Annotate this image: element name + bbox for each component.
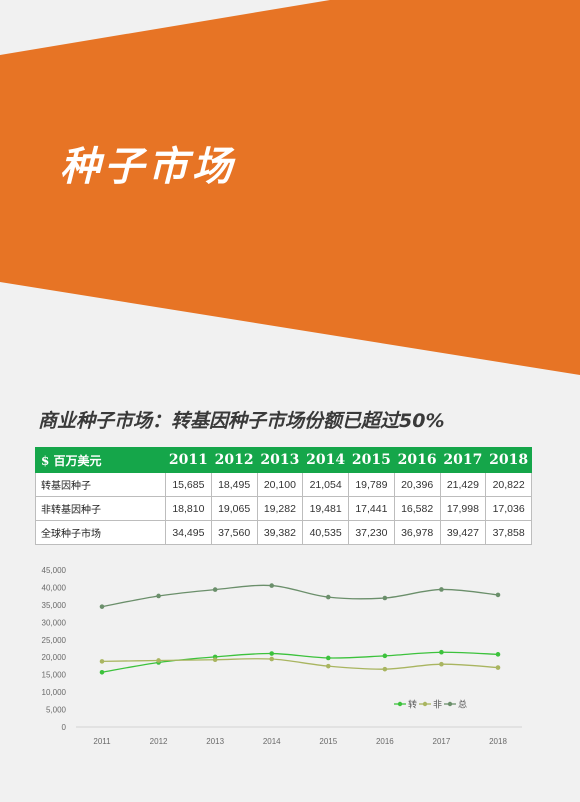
y-tick-label: 20,000 [42,653,67,662]
legend-label: 转 [408,699,417,711]
y-tick-label: 45,000 [42,566,67,575]
data-point [325,663,331,669]
section-heading: 商业种子市场：转基因种子市场份额已超过50% [38,410,445,432]
data-point [212,587,218,592]
page-title: 种子市场 [60,144,236,190]
table-header-cell: 2017 [439,447,487,473]
data-point [212,657,218,663]
data-point [495,665,501,670]
table-cell: 19,282 [256,496,304,521]
table-cell: 15,685 [165,472,212,497]
data-point [382,653,388,659]
y-tick-label: 25,000 [42,636,67,645]
data-point [439,587,444,592]
table-cell: 21,429 [439,472,487,497]
table-cell: 19,789 [348,472,395,497]
table-cell: 20,100 [256,472,304,497]
series-line [101,651,499,673]
table-row: 全球种子市场 34,495 37,560 39,382 40,535 37,23… [35,520,532,545]
table-header-row: $ 百万美元 2011 2012 2013 2014 2015 2016 201… [35,447,532,473]
data-point [269,656,275,662]
legend-swatch-marker [397,701,403,707]
x-tick-label: 2017 [433,737,451,746]
table-header-cell: 2011 [165,447,212,473]
data-point [495,652,501,657]
y-tick-label: 15,000 [42,671,67,680]
data-point [439,661,444,667]
series-line [101,658,499,670]
table-row: 非转基因种子 18,810 19,065 19,282 19,481 17,44… [35,496,532,521]
table-cell: 17,998 [439,496,487,521]
y-tick-label: 10,000 [42,688,67,697]
table-header-cell: 2014 [302,447,349,473]
data-point [382,595,388,601]
table-header-cell: 2016 [393,447,441,473]
x-tick-label: 2018 [489,737,507,746]
data-point [99,604,105,609]
seed-market-table: $ 百万美元 2011 2012 2013 2014 2015 2016 201… [35,447,532,545]
table-cell: 39,382 [256,520,304,545]
y-tick-label: 35,000 [42,601,67,610]
x-tick-label: 2011 [93,737,111,746]
table-cell: 21,054 [302,472,349,497]
table-cell: 37,560 [210,520,258,545]
table-cell: 16,582 [393,496,441,521]
data-point [99,669,105,675]
y-tick-label: 40,000 [42,583,67,592]
data-point [156,593,161,599]
data-point [439,649,444,655]
data-point [382,666,388,672]
row-label: 转基因种子 [35,472,166,497]
row-label: 全球种子市场 [35,520,166,545]
legend-swatch-marker [422,701,428,707]
legend-label: 总 [458,699,467,711]
seed-market-line-chart: 0 5,000 10,000 15,000 20,000 25,000 30,000 35,0… [42,566,522,746]
table-cell: 39,427 [439,520,487,545]
legend-label: 非 [433,699,442,711]
table-header-cell: 2013 [256,447,304,473]
banner-shape [0,0,580,375]
y-tick-label: 0 [62,723,67,732]
table-cell: 17,441 [348,496,395,521]
table-cell: 17,036 [485,496,532,521]
data-point [495,592,501,598]
row-label: 非转基因种子 [35,496,166,521]
table-cell: 40,535 [302,520,349,545]
table-header-cell: 2018 [485,447,532,473]
table-cell: 37,858 [485,520,532,545]
y-tick-label: 30,000 [42,618,67,627]
x-tick-label: 2013 [206,737,224,746]
table-cell: 34,495 [165,520,212,545]
x-tick-label: 2012 [150,737,168,746]
x-tick-label: 2014 [263,737,281,746]
y-tick-label: 5,000 [46,706,67,715]
table-row: 转基因种子 15,685 18,495 20,100 21,054 19,789… [35,472,532,497]
table-cell: 18,495 [210,472,258,497]
x-tick-label: 2015 [319,737,337,746]
legend-swatch-marker [447,701,453,707]
table-header-cell: $ 百万美元 [35,447,166,473]
x-tick-label: 2016 [376,737,394,746]
table-cell: 19,481 [302,496,349,521]
data-point [269,583,275,588]
orange-header-banner [0,0,580,375]
series-line [101,584,499,608]
table-header-cell: 2015 [348,447,395,473]
table-cell: 36,978 [393,520,441,545]
data-point [156,658,161,663]
table-cell: 20,396 [393,472,441,497]
table-cell: 20,822 [485,472,532,497]
data-point [325,655,331,661]
data-point [269,651,275,656]
data-point [99,659,105,664]
table-cell: 18,810 [165,496,212,521]
table-cell: 37,230 [348,520,395,545]
table-header-cell: 2012 [210,447,258,473]
table-cell: 19,065 [210,496,258,521]
data-point [325,594,331,600]
